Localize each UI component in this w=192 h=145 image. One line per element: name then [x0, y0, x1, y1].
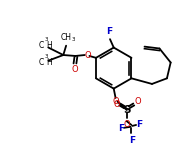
Text: 3: 3 — [45, 37, 48, 42]
Text: F: F — [136, 119, 142, 128]
Text: O: O — [123, 120, 130, 129]
Text: F: F — [129, 136, 135, 145]
Text: CH: CH — [61, 33, 72, 42]
Text: O: O — [71, 65, 78, 74]
Text: S: S — [123, 105, 131, 115]
Text: F: F — [118, 124, 124, 133]
Text: C: C — [38, 58, 44, 67]
Text: F: F — [106, 27, 112, 36]
Text: O: O — [113, 100, 120, 109]
Text: O: O — [84, 50, 91, 60]
Text: O: O — [135, 97, 141, 106]
Text: 3: 3 — [45, 54, 48, 59]
Text: H: H — [46, 58, 52, 67]
Text: 3: 3 — [72, 37, 75, 42]
Text: H: H — [46, 41, 52, 50]
Text: C: C — [38, 41, 44, 50]
Text: O: O — [112, 97, 119, 106]
